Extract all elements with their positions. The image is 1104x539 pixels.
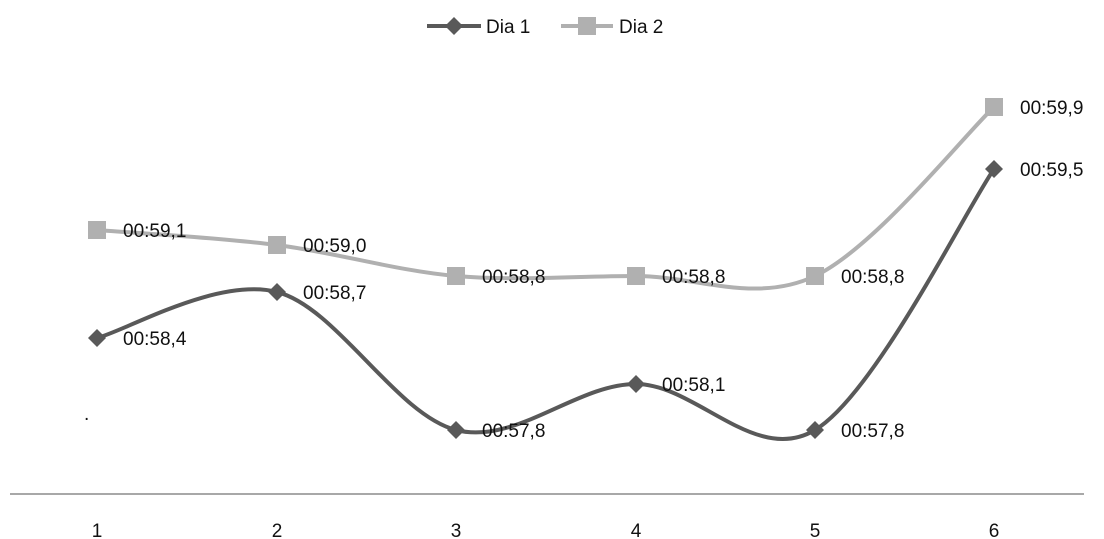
series-2-data-label-5: 00:58,8	[841, 267, 904, 288]
series-1-data-label-2: 00:58,7	[303, 283, 366, 304]
series-layer	[88, 98, 1003, 442]
series-1-point-6	[985, 160, 1003, 178]
legend-label-1: Dia 1	[486, 17, 530, 38]
series-2-point-1	[88, 221, 106, 239]
series-2-data-label-1: 00:59,1	[123, 221, 186, 242]
series-2-point-3	[447, 267, 465, 285]
series-1-point-5	[806, 421, 824, 439]
series-2-point-2	[268, 236, 286, 254]
legend: Dia 1 Dia 2	[427, 17, 663, 38]
legend-marker-1	[445, 17, 463, 35]
series-2-data-label-6: 00:59,9	[1020, 98, 1083, 119]
series-1-data-label-5: 00:57,8	[841, 421, 904, 442]
series-1-data-label-4: 00:58,1	[662, 375, 725, 396]
x-tick-label-2: 2	[272, 521, 283, 539]
series-2-point-4	[627, 267, 645, 285]
series-1-point-1	[88, 329, 106, 347]
x-tick-labels: 1 2 3 4 5 6	[92, 521, 1000, 539]
series-1-point-4	[627, 375, 645, 393]
x-tick-label-1: 1	[92, 521, 103, 539]
data-labels: 00:59,1 00:59,0 00:58,8 00:58,8 00:58,8 00:59…	[123, 98, 1083, 442]
series-line-1	[95, 167, 996, 442]
legend-label-2: Dia 2	[619, 17, 663, 38]
series-1-data-label-1: 00:58,4	[123, 329, 187, 350]
x-tick-label-6: 6	[989, 521, 1000, 539]
x-tick-label-3: 3	[451, 521, 462, 539]
series-1-data-label-3: 00:57,8	[482, 421, 545, 442]
series-1-point-2	[268, 283, 286, 301]
series-1-point-3	[447, 421, 465, 439]
x-tick-label-4: 4	[631, 521, 642, 539]
series-2-data-label-2: 00:59,0	[303, 236, 366, 257]
series-line-2	[95, 105, 996, 291]
legend-marker-2	[578, 17, 596, 35]
series-1-data-label-6: 00:59,5	[1020, 160, 1083, 181]
series-2-point-5	[806, 267, 824, 285]
series-2-data-label-4: 00:58,8	[662, 267, 725, 288]
annotation-dot: .	[84, 404, 89, 425]
x-tick-label-5: 5	[810, 521, 821, 539]
series-2-data-label-3: 00:58,8	[482, 267, 545, 288]
series-2-point-6	[985, 98, 1003, 116]
